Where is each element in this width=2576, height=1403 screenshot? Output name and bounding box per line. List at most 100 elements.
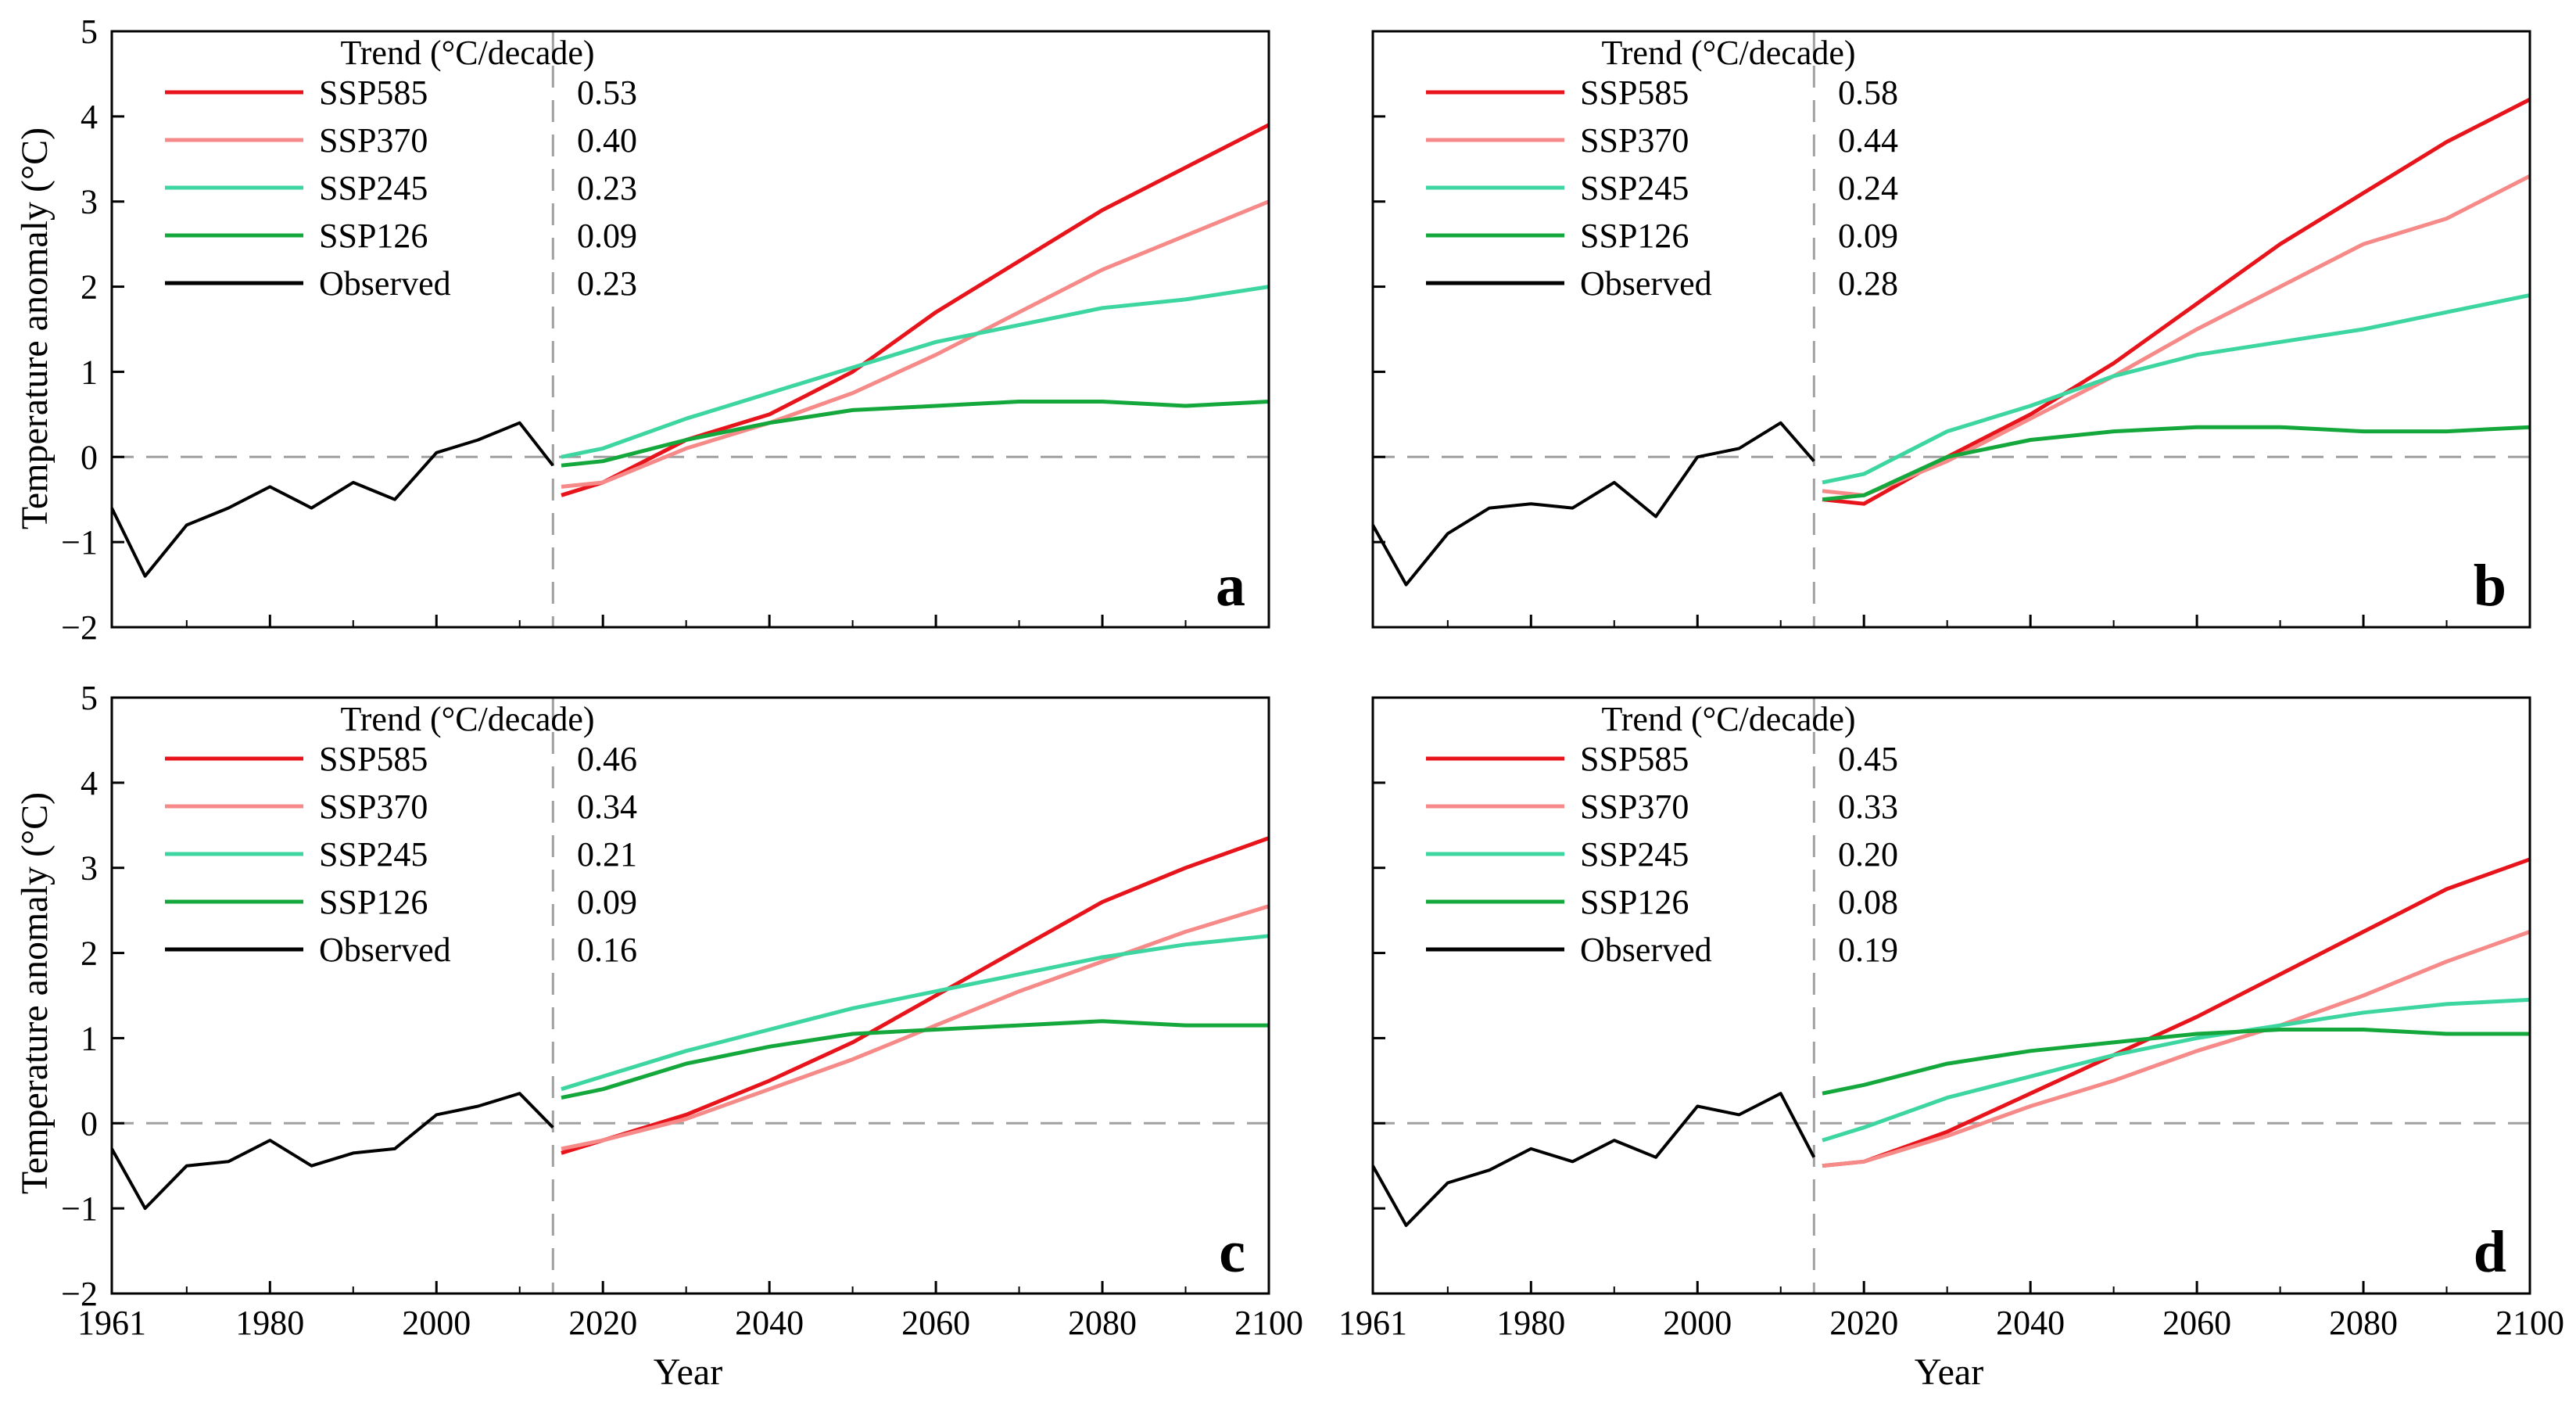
x-axis-title-left: Year xyxy=(654,1351,722,1393)
legend-trend-header-c: Trend (°C/decade) xyxy=(340,700,594,738)
legend-trend-ssp370-b: 0.44 xyxy=(1838,121,1898,160)
legend-label-observed-b: Observed xyxy=(1580,264,1712,303)
x-tick-label-c-1980: 1980 xyxy=(235,1304,304,1342)
panel-a: −2 −1 0 1 2 3 4 5 Trend (°C/decade)SSP585 0.53 SSP… xyxy=(61,13,1270,647)
x-tick-label-c-2100: 2100 xyxy=(1234,1304,1303,1342)
legend-label-ssp245-b: SSP245 xyxy=(1580,169,1689,207)
series-line-ssp370-d xyxy=(1822,930,2531,1168)
panel-letter-d: d xyxy=(2474,1219,2506,1285)
y-tick-label-c-0: −2 xyxy=(61,1275,98,1313)
legend-label-ssp245-a: SSP245 xyxy=(319,169,428,207)
series-line-ssp245-c xyxy=(561,934,1270,1092)
series-line-ssp370-a xyxy=(561,199,1270,489)
x-tick-label-d-2000: 2000 xyxy=(1663,1304,1732,1342)
legend-trend-ssp585-a: 0.53 xyxy=(577,74,637,112)
x-tick-label-c-2000: 2000 xyxy=(402,1304,471,1342)
legend-trend-ssp370-c: 0.34 xyxy=(577,788,637,826)
legend-trend-ssp370-d: 0.33 xyxy=(1838,788,1898,826)
legend-label-ssp370-a: SSP370 xyxy=(319,121,428,160)
y-tick-label-c-1: −1 xyxy=(61,1190,98,1228)
series-line-ssp126-b xyxy=(1822,425,2531,502)
y-tick-label-a-7: 5 xyxy=(81,13,98,51)
legend-trend-observed-d: 0.19 xyxy=(1838,931,1898,969)
legend-a: Trend (°C/decade)SSP585 0.53 SSP370 0.40 SSP… xyxy=(165,34,637,303)
x-tick-label-c-2020: 2020 xyxy=(568,1304,637,1342)
y-tick-label-c-5: 3 xyxy=(81,849,98,888)
legend-label-ssp585-a: SSP585 xyxy=(319,74,428,112)
legend-trend-observed-a: 0.23 xyxy=(577,264,637,303)
series-line-observed-c xyxy=(110,1092,554,1211)
x-tick-label-d-2060: 2060 xyxy=(2162,1304,2231,1342)
legend-label-observed-a: Observed xyxy=(319,264,451,303)
y-tick-label-c-3: 1 xyxy=(81,1019,98,1057)
legend-trend-ssp126-b: 0.09 xyxy=(1838,217,1898,255)
x-tick-label-d-1980: 1980 xyxy=(1496,1304,1565,1342)
legend-label-ssp370-d: SSP370 xyxy=(1580,788,1689,826)
legend-trend-ssp245-c: 0.21 xyxy=(577,835,637,874)
legend-label-ssp245-d: SSP245 xyxy=(1580,835,1689,874)
legend-label-ssp370-b: SSP370 xyxy=(1580,121,1689,160)
series-line-ssp370-c xyxy=(561,904,1270,1151)
series-line-ssp126-d xyxy=(1822,1028,2530,1096)
legend-label-ssp585-b: SSP585 xyxy=(1580,74,1689,112)
x-axis-title-right: Year xyxy=(1915,1351,1983,1393)
y-tick-label-a-2: 0 xyxy=(81,438,98,476)
legend-label-ssp585-d: SSP585 xyxy=(1580,740,1689,778)
plot-frame-c xyxy=(110,696,1270,1295)
series-line-ssp245-a xyxy=(561,285,1270,459)
legend-trend-ssp245-a: 0.23 xyxy=(577,169,637,207)
series-line-ssp585-b xyxy=(1822,97,2531,506)
legend-trend-header-b: Trend (°C/decade) xyxy=(1601,34,1855,72)
legend-trend-ssp245-b: 0.24 xyxy=(1838,169,1898,207)
series-line-observed-b xyxy=(1371,421,1815,587)
y-tick-label-c-7: 5 xyxy=(81,679,98,717)
series-line-ssp370-b xyxy=(1822,174,2531,497)
legend-trend-ssp126-c: 0.09 xyxy=(577,883,637,921)
y-tick-label-a-5: 3 xyxy=(81,183,98,221)
legend-trend-ssp245-d: 0.20 xyxy=(1838,835,1898,874)
series-line-ssp126-c xyxy=(561,1019,1269,1100)
plot-frame-b xyxy=(1371,30,2531,629)
series-line-ssp585-d xyxy=(1822,857,2531,1168)
legend-label-observed-d: Observed xyxy=(1580,931,1712,969)
legend-label-observed-c: Observed xyxy=(319,931,451,969)
y-tick-label-a-3: 1 xyxy=(81,353,98,391)
y-tick-label-a-1: −1 xyxy=(61,523,98,562)
y-tick-label-a-0: −2 xyxy=(61,608,98,647)
panel-d: 1961 1980 2000 2020 2040 2060 2080 2100 Trend (°… xyxy=(1338,696,2564,1342)
series-line-ssp126-a xyxy=(561,400,1270,468)
plot-frame-d xyxy=(1371,696,2531,1295)
x-tick-label-c-2080: 2080 xyxy=(1068,1304,1137,1342)
panel-c: 1961 1980 2000 2020 2040 2060 2080 2100 −2 −1 0 1 2 3… xyxy=(61,679,1303,1342)
series-line-observed-d xyxy=(1371,1092,1816,1227)
x-tick-label-d-2020: 2020 xyxy=(1829,1304,1898,1342)
legend-label-ssp370-c: SSP370 xyxy=(319,788,428,826)
y-tick-label-a-4: 2 xyxy=(81,268,98,307)
x-tick-label-d-1961: 1961 xyxy=(1338,1304,1407,1342)
y-tick-label-c-2: 0 xyxy=(81,1104,98,1143)
x-tick-label-c-2060: 2060 xyxy=(901,1304,970,1342)
y-axis-title-bottom: Temperature anomaly (°C) xyxy=(14,792,56,1194)
legend-trend-ssp585-d: 0.45 xyxy=(1838,740,1898,778)
legend-label-ssp585-c: SSP585 xyxy=(319,740,428,778)
x-tick-label-c-2040: 2040 xyxy=(735,1304,804,1342)
legend-label-ssp126-b: SSP126 xyxy=(1580,217,1689,255)
legend-trend-observed-c: 0.16 xyxy=(577,931,637,969)
legend-label-ssp245-c: SSP245 xyxy=(319,835,428,874)
legend-label-ssp126-a: SSP126 xyxy=(319,217,428,255)
panel-letter-c: c xyxy=(1219,1219,1245,1285)
x-tick-label-d-2080: 2080 xyxy=(2329,1304,2398,1342)
legend-d: Trend (°C/decade)SSP585 0.45 SSP370 0.33 SSP… xyxy=(1426,700,1898,969)
series-line-ssp245-b xyxy=(1822,293,2531,485)
legend-trend-ssp370-a: 0.40 xyxy=(577,121,637,160)
legend-label-ssp126-c: SSP126 xyxy=(319,883,428,921)
plot-frame-a xyxy=(110,30,1270,629)
series-line-ssp585-a xyxy=(561,123,1270,497)
legend-c: Trend (°C/decade)SSP585 0.46 SSP370 0.34 SSP… xyxy=(165,700,637,969)
x-tick-label-c-1961: 1961 xyxy=(77,1304,146,1342)
legend-trend-observed-b: 0.28 xyxy=(1838,264,1898,303)
legend-trend-ssp585-b: 0.58 xyxy=(1838,74,1898,112)
x-tick-label-d-2040: 2040 xyxy=(1996,1304,2065,1342)
